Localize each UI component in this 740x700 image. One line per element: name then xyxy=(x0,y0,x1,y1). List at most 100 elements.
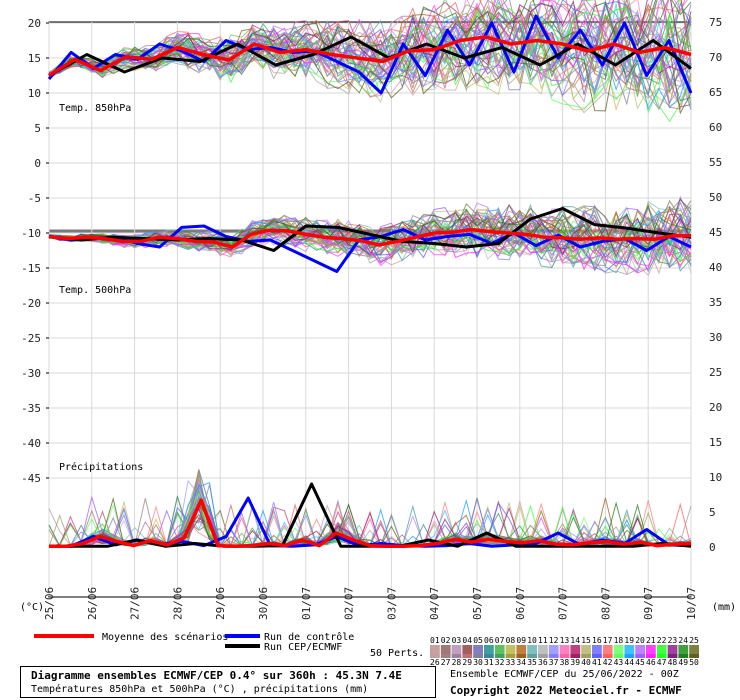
member-line-precip xyxy=(48,473,692,548)
x-tick-label: 02/07 xyxy=(343,587,356,620)
member-number-label: 06 xyxy=(484,636,494,645)
right-tick-label-t850: 55 xyxy=(709,156,722,169)
series-line-t850 xyxy=(48,35,692,77)
right-tick-label-t500: 35 xyxy=(709,296,722,309)
right-tick-label-t500: 5 xyxy=(709,506,716,519)
member-swatch xyxy=(548,645,559,654)
member-number-label: 27 xyxy=(441,658,451,667)
member-swatch xyxy=(602,654,613,658)
member-number-label: 18 xyxy=(614,636,624,645)
right-tick-label-t850: 45 xyxy=(709,226,722,239)
member-number-label: 02 xyxy=(441,636,451,645)
panel-label-t500: Temp. 500hPa xyxy=(59,285,131,296)
member-number-label: 23 xyxy=(668,636,678,645)
member-line-t850 xyxy=(48,41,692,115)
right-tick-label-t500: 40 xyxy=(709,261,722,274)
member-swatch xyxy=(667,654,678,658)
legend-control-label: Run de contrôle xyxy=(264,631,354,643)
member-swatch xyxy=(505,645,516,654)
member-number-label: 41 xyxy=(592,658,602,667)
member-number-label: 45 xyxy=(635,658,645,667)
left-tick-label: -35 xyxy=(21,402,41,415)
member-swatch xyxy=(678,645,689,654)
left-tick-label: 10 xyxy=(28,87,41,100)
member-swatch xyxy=(462,654,473,658)
x-tick-label: 04/07 xyxy=(428,587,441,620)
member-swatch xyxy=(484,645,494,654)
member-number-label: 09 xyxy=(516,636,526,645)
member-swatch xyxy=(451,645,462,654)
axis-ticks-layer: 302520151050-5-10-15-20-25-30-35-40-4575… xyxy=(21,16,722,620)
member-number-label: 03 xyxy=(452,636,462,645)
member-number-label: 17 xyxy=(603,636,613,645)
right-tick-label-t850: 65 xyxy=(709,86,722,99)
member-number-label: 49 xyxy=(678,658,688,667)
x-tick-label: 25/06 xyxy=(43,587,56,620)
panel-label-precip: Précipitations xyxy=(59,461,143,473)
legend-mean-label: Moyenne des scénarios xyxy=(102,631,228,643)
member-number-label: 28 xyxy=(452,658,462,667)
member-line-precip xyxy=(48,470,692,547)
member-line-precip xyxy=(48,482,692,548)
right-tick-label-t500: 10 xyxy=(709,471,722,484)
left-tick-label: 20 xyxy=(28,17,41,30)
member-swatch xyxy=(602,645,613,654)
right-tick-label-t500: 30 xyxy=(709,331,722,344)
member-line-t850 xyxy=(48,41,692,110)
member-line-precip xyxy=(48,472,692,548)
right-unit-label: (mm) xyxy=(712,602,736,613)
member-number-label: 15 xyxy=(581,636,591,645)
left-tick-label: -45 xyxy=(21,472,41,485)
member-line-t850 xyxy=(48,0,670,78)
member-number-label: 34 xyxy=(516,658,526,667)
left-tick-label: -25 xyxy=(21,332,41,345)
member-swatch xyxy=(527,654,537,658)
x-tick-label: 29/06 xyxy=(214,587,227,620)
x-tick-label: 05/07 xyxy=(471,587,484,620)
member-swatch xyxy=(559,654,570,658)
member-swatch xyxy=(592,645,602,654)
member-line-t850 xyxy=(48,0,688,74)
right-tick-label-t850: 75 xyxy=(709,16,722,29)
member-swatch xyxy=(538,654,548,658)
member-line-t500 xyxy=(48,228,692,274)
member-number-label: 42 xyxy=(603,658,613,667)
member-number-label: 11 xyxy=(538,636,548,645)
member-number-label: 39 xyxy=(570,658,580,667)
member-swatch xyxy=(656,654,667,658)
left-tick-label: -10 xyxy=(21,227,41,240)
series-line-t850 xyxy=(48,35,692,77)
member-number-label: 24 xyxy=(678,636,688,645)
member-number-label: 08 xyxy=(506,636,516,645)
member-swatch xyxy=(473,654,483,658)
panel-label-t850: Temp. 850hPa xyxy=(59,103,131,114)
member-swatch xyxy=(527,645,537,654)
member-swatch xyxy=(484,654,494,658)
member-number-label: 47 xyxy=(657,658,667,667)
member-swatch xyxy=(646,645,656,654)
member-swatch xyxy=(581,654,591,658)
member-swatch xyxy=(678,654,689,658)
member-swatch xyxy=(689,645,699,654)
member-line-t850 xyxy=(48,37,692,114)
right-tick-label-t850: 70 xyxy=(709,51,722,64)
left-tick-label: 0 xyxy=(34,157,41,170)
member-swatch xyxy=(516,645,527,654)
member-number-label: 48 xyxy=(668,658,678,667)
member-swatch xyxy=(613,654,624,658)
series-line-t500 xyxy=(48,227,691,249)
member-swatch xyxy=(538,645,548,654)
member-number-label: 19 xyxy=(624,636,634,645)
member-swatch xyxy=(570,645,581,654)
member-number-label: 44 xyxy=(624,658,634,667)
member-line-precip xyxy=(48,472,692,547)
member-swatch xyxy=(462,645,473,654)
x-tick-label: 28/06 xyxy=(171,587,184,620)
member-swatch xyxy=(516,654,527,658)
title-box: Diagramme ensembles ECMWF/CEP 0.4° sur 3… xyxy=(20,666,436,698)
member-number-label: 30 xyxy=(473,658,483,667)
left-tick-label: -15 xyxy=(21,262,41,275)
x-tick-label: 26/06 xyxy=(86,587,99,620)
member-number-label: 25 xyxy=(689,636,699,645)
member-swatch xyxy=(667,645,678,654)
